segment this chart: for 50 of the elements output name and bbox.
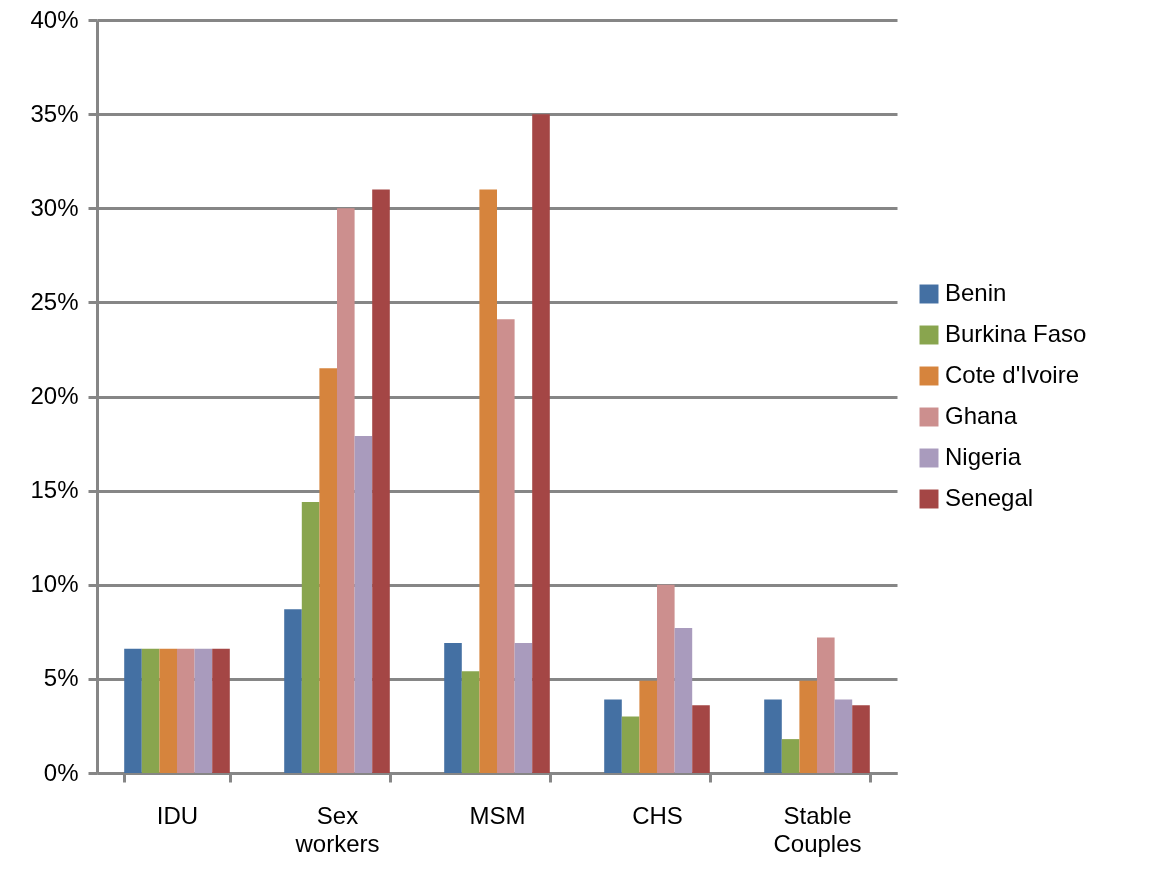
- bar: [141, 648, 160, 773]
- bar: [852, 705, 870, 773]
- y-tick-label: 5%: [43, 664, 79, 692]
- bar: [799, 680, 817, 773]
- legend-label: Nigeria: [945, 443, 1022, 470]
- bar: [604, 699, 622, 773]
- legend-label: Cote d'Ivoire: [945, 361, 1079, 388]
- bar: [532, 114, 550, 773]
- bar: [354, 436, 373, 773]
- bar: [657, 584, 675, 773]
- bar: [621, 716, 640, 773]
- bar: [817, 637, 835, 773]
- bar: [194, 648, 213, 773]
- bar: [337, 208, 355, 773]
- legend-label: Senegal: [945, 484, 1034, 511]
- bar: [674, 628, 693, 773]
- bar: [781, 739, 800, 773]
- legend-label: Ghana: [945, 402, 1018, 429]
- legend-label: Benin: [945, 279, 1007, 306]
- bar: [639, 680, 657, 773]
- bar: [212, 648, 230, 773]
- x-tick-label: MSM: [469, 801, 526, 829]
- bar: [692, 705, 710, 773]
- bar: [177, 648, 195, 773]
- bar: [319, 368, 337, 773]
- y-tick-label: 0%: [43, 758, 79, 786]
- x-tick-label: Stable Couples: [773, 801, 862, 857]
- bar: [372, 189, 390, 773]
- bar: [764, 699, 782, 773]
- y-tick-label: 40%: [30, 5, 79, 33]
- y-tick-label: 20%: [30, 382, 79, 409]
- bar: [497, 319, 515, 773]
- y-tick-label: 10%: [30, 570, 79, 598]
- bar: [444, 643, 462, 773]
- bar: [124, 648, 142, 773]
- bar: [514, 643, 533, 773]
- bar: [301, 501, 320, 773]
- y-tick-label: 15%: [30, 476, 79, 504]
- legend-label: Burkina Faso: [945, 320, 1087, 347]
- bar: [159, 648, 177, 773]
- x-tick-label: CHS: [632, 801, 683, 829]
- y-tick-label: 35%: [30, 99, 79, 127]
- y-tick-label: 30%: [30, 193, 79, 221]
- y-tick-label: 25%: [30, 287, 79, 315]
- bar: [834, 699, 853, 773]
- bar: [284, 609, 302, 773]
- bar: [479, 189, 497, 773]
- x-tick-label: IDU: [156, 801, 199, 829]
- bar: [461, 671, 480, 773]
- x-tick-label: Sex workers: [294, 801, 380, 857]
